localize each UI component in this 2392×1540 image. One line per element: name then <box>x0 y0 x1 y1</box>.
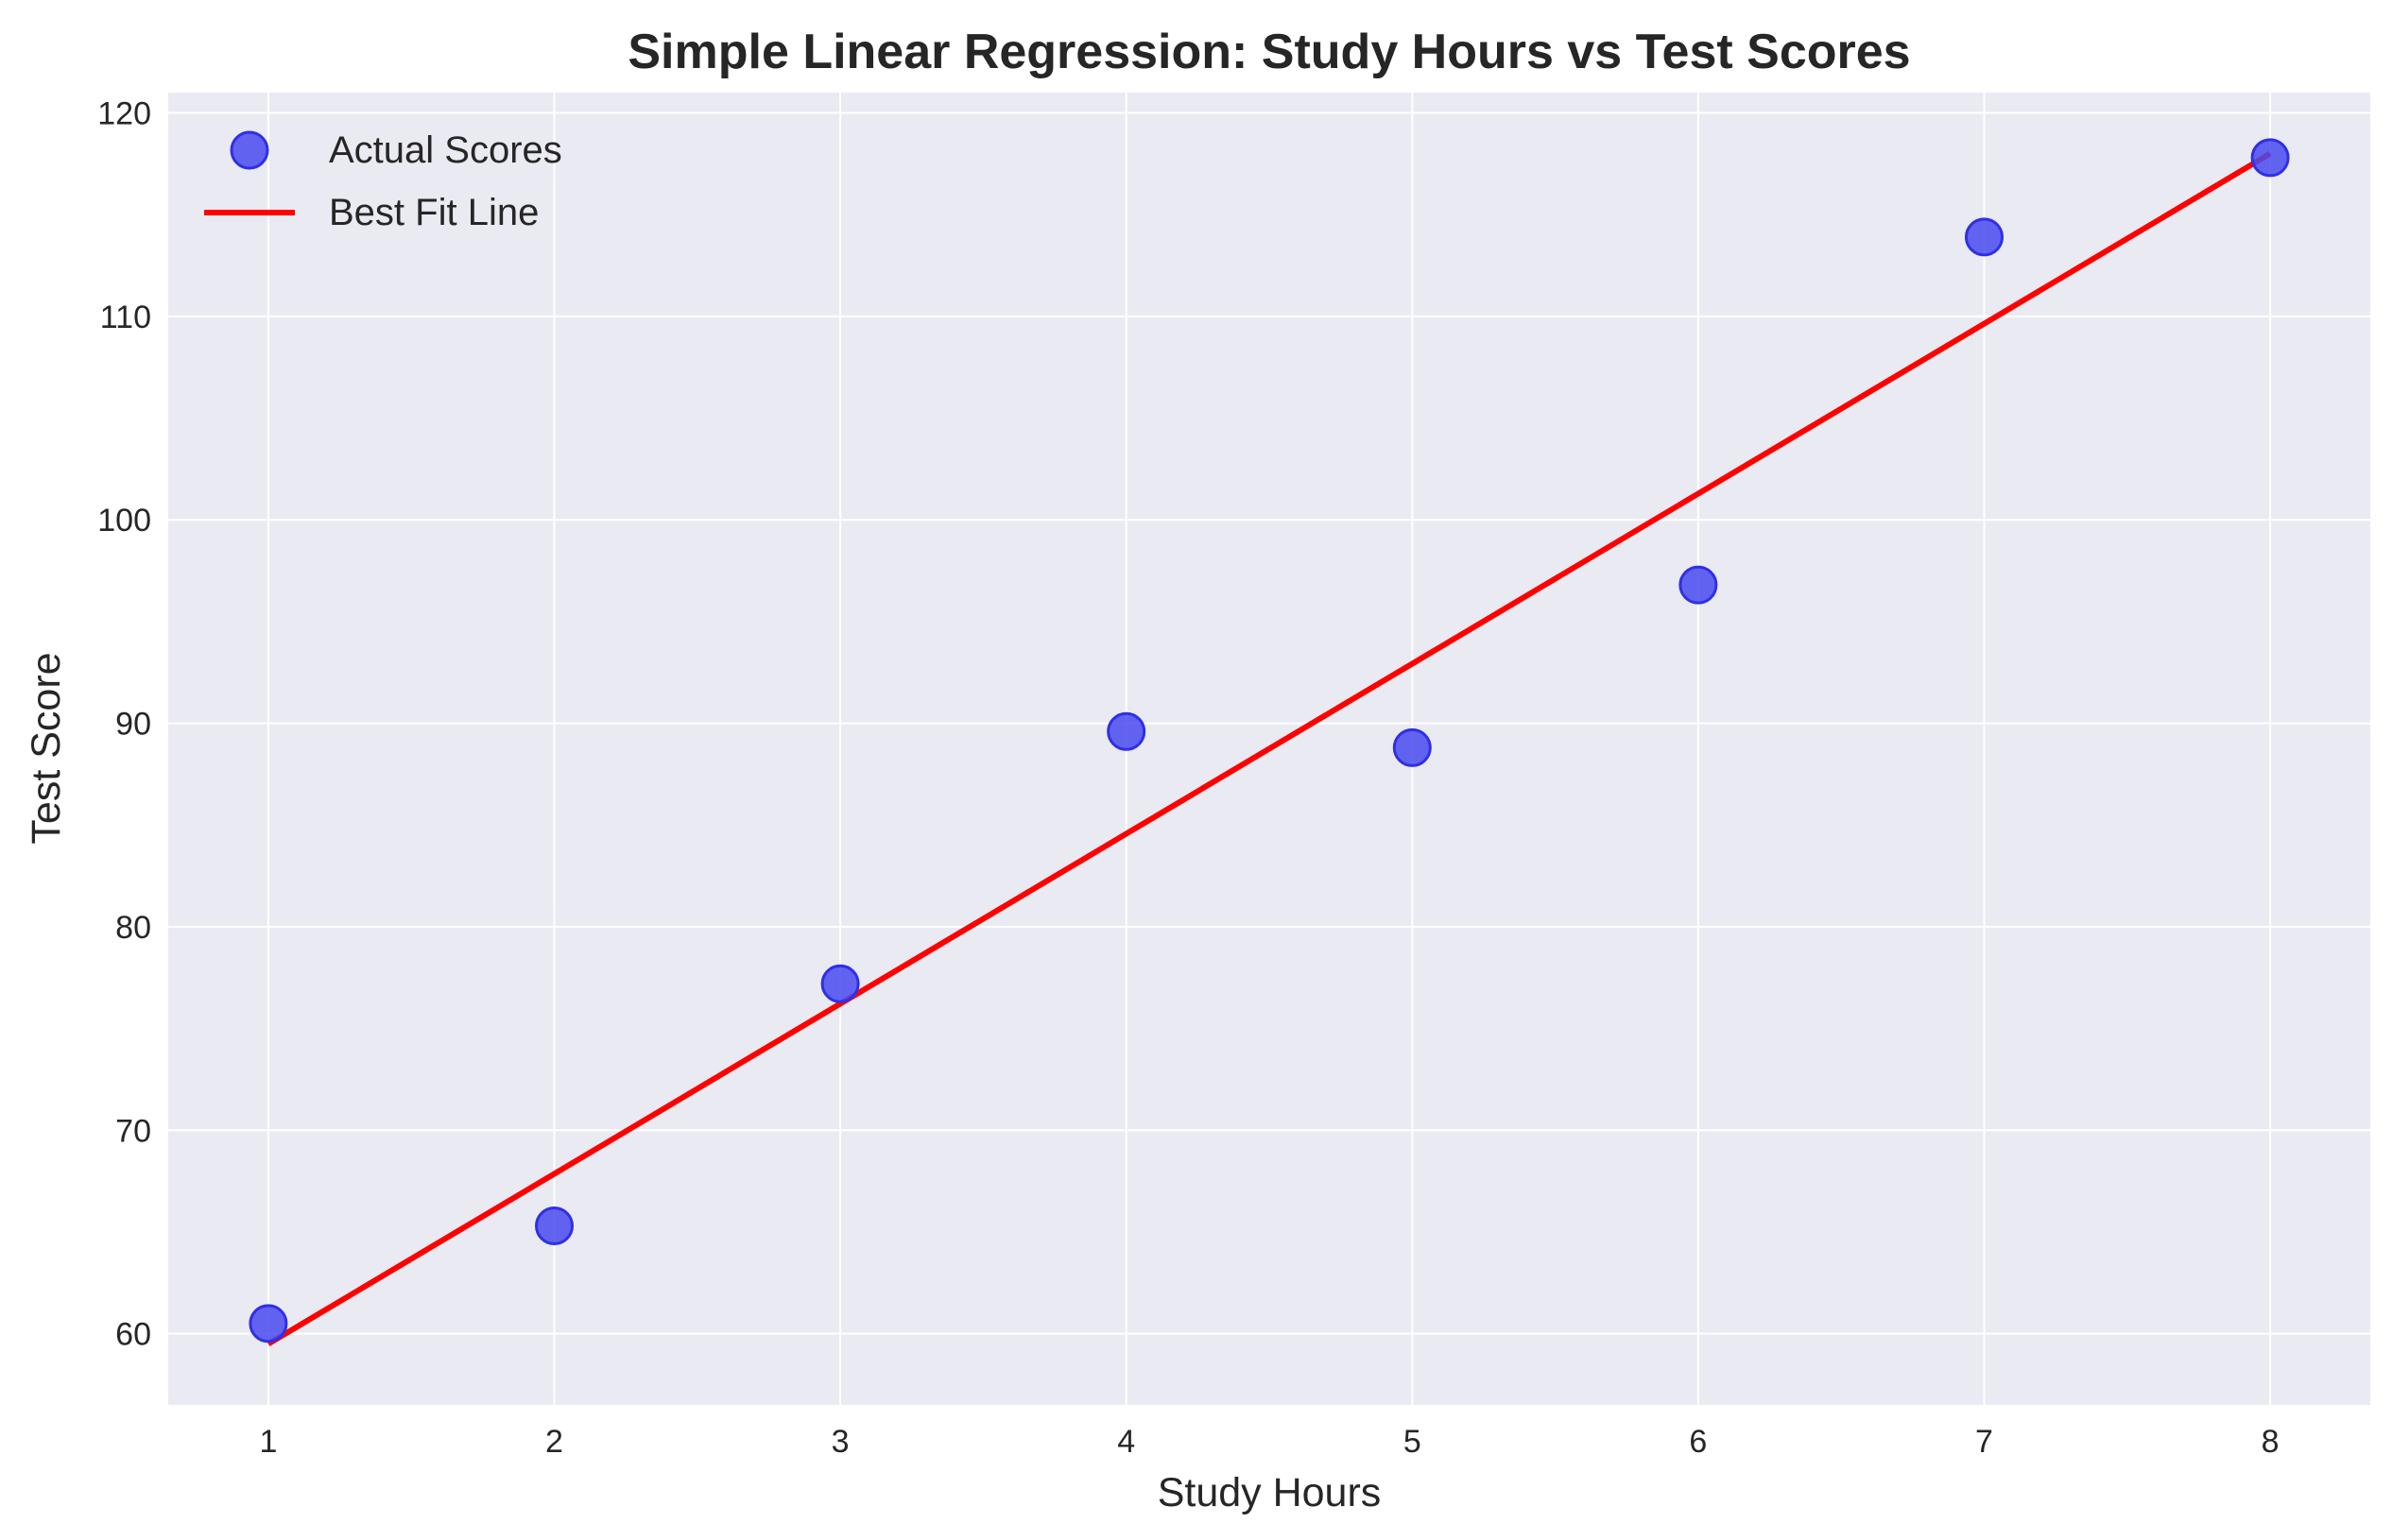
scatter-point <box>1107 711 1146 751</box>
y-tick-label: 60 <box>115 1317 151 1353</box>
x-tick-label: 5 <box>1403 1424 1421 1460</box>
y-tick-label: 120 <box>97 96 151 132</box>
y-tick-label: 110 <box>100 299 151 335</box>
x-axis-label: Study Hours <box>1158 1470 1382 1515</box>
x-tick-labels: 1 2 3 4 5 6 7 8 <box>259 1424 2279 1460</box>
fit-line-layer <box>267 151 2272 1346</box>
x-tick-label: 1 <box>259 1424 277 1460</box>
scatter-points <box>249 138 2290 1343</box>
legend-label-actual-scores: Actual Scores <box>329 129 562 171</box>
grid <box>168 93 2370 1405</box>
x-tick-label: 4 <box>1117 1424 1135 1460</box>
x-tick-label: 7 <box>1975 1424 1993 1460</box>
legend-label-best-fit-line: Best Fit Line <box>329 192 539 233</box>
scatter-point <box>249 1304 288 1343</box>
best-fit-line <box>267 151 2272 1346</box>
scatter-point <box>820 964 860 1003</box>
y-tick-label: 90 <box>115 707 151 743</box>
scatter-point <box>535 1206 575 1245</box>
y-tick-labels: 60 70 80 90 100 110 120 <box>97 96 151 1353</box>
legend-marker-actual-scores <box>230 130 269 170</box>
x-tick-label: 8 <box>2262 1424 2280 1460</box>
y-tick-label: 100 <box>97 503 151 539</box>
x-tick-label: 3 <box>832 1424 850 1460</box>
y-axis-label: Test Score <box>24 652 69 844</box>
scatter-point <box>1678 565 1718 605</box>
scatter-point <box>1392 727 1432 767</box>
y-tick-label: 80 <box>115 910 151 946</box>
chart-title: Simple Linear Regression: Study Hours vs… <box>628 25 1910 79</box>
x-tick-label: 6 <box>1689 1424 1707 1460</box>
y-tick-label: 70 <box>115 1113 151 1149</box>
x-tick-label: 2 <box>545 1424 563 1460</box>
scatter-point <box>1964 217 2004 257</box>
scatter-point <box>2250 138 2290 178</box>
legend: Actual Scores Best Fit Line <box>204 129 562 233</box>
